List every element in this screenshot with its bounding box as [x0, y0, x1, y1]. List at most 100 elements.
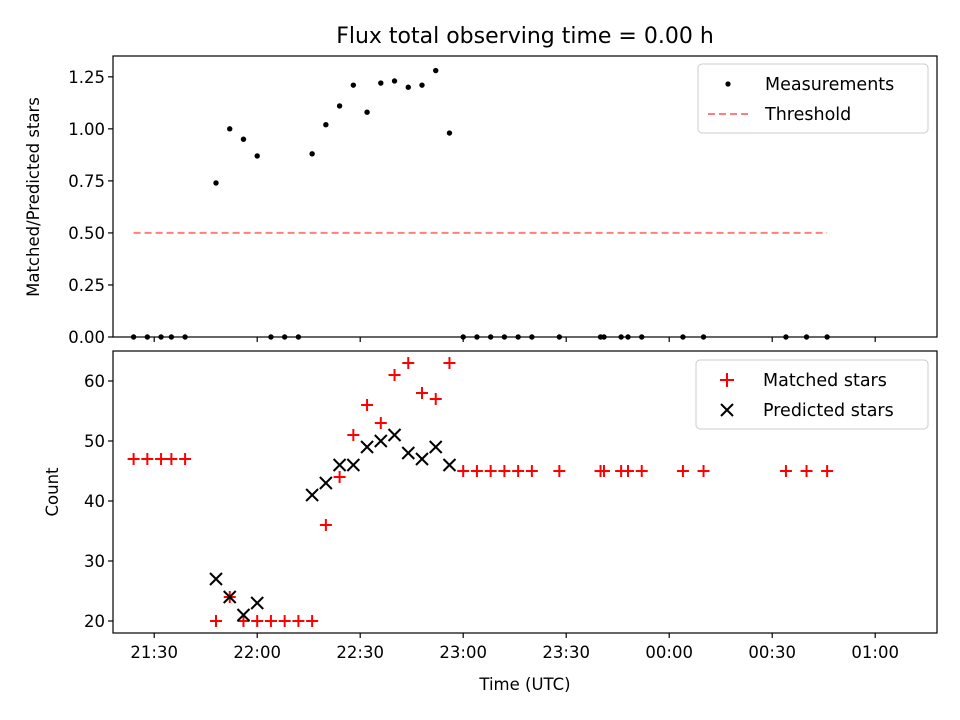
matched-star-point: [779, 465, 792, 477]
measurement-point: [824, 334, 830, 340]
predicted-star-point: [387, 428, 402, 442]
matched-star-point: [319, 519, 332, 531]
measurement-point: [378, 80, 384, 86]
count-x-ticks: 21:30 22:00 22:30 23:00 23:30 00:00 00:30 01:00: [130, 633, 899, 662]
ratio-y-tick-label: 0.00: [68, 328, 105, 347]
measurement-point: [227, 126, 233, 132]
x-tick-label: 23:30: [542, 643, 590, 662]
ratio-y-tick-label: 0.75: [68, 172, 105, 191]
measurement-point: [391, 78, 398, 84]
matched-star-point: [165, 453, 178, 465]
matched-star-point: [470, 465, 483, 477]
x-tick-label: 22:30: [336, 643, 384, 662]
matched-star-point: [374, 417, 387, 429]
predicted-star-point: [319, 476, 333, 490]
measurement-point: [268, 334, 274, 340]
measurement-point: [487, 334, 494, 340]
count-y-axis-label: Count: [43, 467, 62, 517]
matched-star-point: [457, 465, 470, 477]
matched-star-point: [821, 465, 834, 477]
matched-star-point: [210, 615, 222, 627]
matched-star-point: [292, 615, 305, 627]
ratio-marks: [130, 67, 830, 340]
measurement-point: [803, 334, 810, 340]
measurement-point: [625, 334, 631, 340]
matched-star-point: [597, 465, 610, 477]
predicted-star-point: [401, 446, 415, 460]
matched-star-point: [498, 465, 511, 477]
measurement-point: [130, 334, 137, 340]
matched-star-point: [512, 465, 525, 477]
predicted-star-point: [236, 608, 251, 622]
measurement-point: [405, 84, 411, 90]
matched-star-point: [264, 615, 277, 627]
count-legend-box: [695, 359, 929, 430]
measurement-point: [556, 334, 563, 340]
count-y-tick-label: 50: [84, 432, 105, 451]
matched-star-point: [622, 465, 634, 477]
measurement-point: [460, 334, 466, 340]
predicted-star-point: [346, 458, 361, 472]
x-tick-label: 22:00: [233, 643, 281, 662]
x-tick-label: 00:30: [748, 643, 796, 662]
measurement-point: [168, 334, 175, 340]
count-y-ticks: 20 30 40 50 60: [84, 372, 113, 631]
matched-star-point: [278, 615, 291, 627]
matched-star-point: [697, 465, 710, 477]
matched-star-point: [155, 453, 168, 465]
matched-star-point: [553, 465, 566, 477]
ratio-y-tick-label: 1.25: [68, 68, 105, 87]
measurement-point: [213, 180, 219, 186]
count-panel: 20 30 40 50 60 21:30 22:00 22:30 23:00 23:30 00:0…: [43, 350, 938, 694]
matched-star-point: [429, 393, 442, 405]
measurement-point: [309, 151, 315, 157]
ratio-panel: 0.00 0.25 0.50 0.75 1.00 1.25 Matched/Predict…: [24, 55, 938, 347]
ratio-y-tick-label: 1.00: [68, 120, 105, 139]
count-y-tick-label: 40: [84, 492, 105, 511]
matched-star-point: [251, 615, 264, 627]
measurement-point: [515, 334, 521, 340]
x-tick-label: 21:30: [130, 643, 178, 662]
predicted-star-point: [374, 434, 388, 448]
legend-matched-label: Matched stars: [763, 371, 887, 391]
matched-star-point: [443, 357, 456, 369]
predicted-star-point: [223, 590, 237, 604]
matched-star-point: [179, 453, 192, 465]
measurement-point: [158, 334, 164, 340]
predicted-star-point: [250, 596, 264, 610]
legend-predicted-marker: [720, 403, 734, 417]
predicted-star-point: [442, 458, 457, 472]
measurement-point: [783, 334, 789, 340]
x-tick-label: 00:00: [645, 643, 693, 662]
measurement-point: [144, 334, 151, 340]
predicted-star-point: [332, 458, 347, 472]
measurement-point: [700, 334, 707, 340]
ratio-y-ticks: 0.00 0.25 0.50 0.75 1.00 1.25: [68, 68, 113, 347]
measurement-point: [501, 334, 508, 340]
ratio-y-tick-label: 0.25: [68, 276, 105, 295]
count-marks: [127, 357, 834, 627]
matched-star-point: [402, 357, 415, 369]
matched-star-point: [525, 465, 538, 477]
count-y-tick-label: 30: [84, 552, 105, 571]
matched-star-point: [306, 615, 319, 627]
measurement-point: [433, 67, 439, 74]
legend-matched-marker: [720, 373, 734, 387]
matched-star-point: [416, 387, 428, 399]
measurement-point: [639, 334, 645, 340]
measurement-point: [618, 334, 624, 340]
measurement-point: [601, 334, 607, 340]
matched-star-point: [484, 465, 497, 477]
matched-star-point: [635, 465, 648, 477]
measurement-point: [364, 109, 370, 115]
measurement-point: [295, 334, 302, 340]
predicted-star-point: [305, 488, 319, 502]
matched-star-point: [676, 465, 689, 477]
matched-star-point: [237, 615, 250, 627]
count-legend: Matched stars Predicted stars: [695, 359, 929, 430]
measurement-point: [350, 82, 357, 88]
measurement-point: [281, 334, 288, 340]
measurement-point: [474, 334, 480, 340]
measurement-point: [254, 153, 260, 159]
